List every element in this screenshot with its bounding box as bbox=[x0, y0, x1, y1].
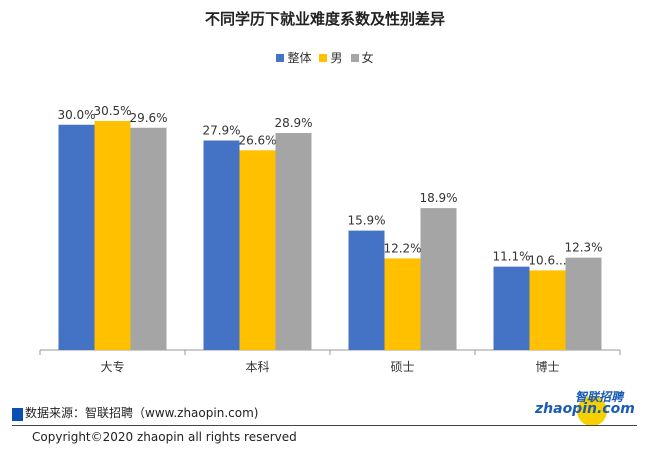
bar bbox=[529, 270, 566, 350]
logo-en: zhaopin.com bbox=[535, 401, 635, 417]
legend-item: 整体 bbox=[276, 49, 311, 66]
legend-item: 男 bbox=[319, 49, 343, 66]
bar bbox=[94, 121, 131, 350]
data-label: 28.9% bbox=[274, 116, 312, 130]
source-marker-icon bbox=[12, 408, 23, 421]
chart-title: 不同学历下就业难度系数及性别差异 bbox=[204, 10, 445, 28]
data-label: 27.9% bbox=[202, 124, 240, 138]
bar bbox=[493, 266, 530, 350]
legend-label: 女 bbox=[361, 51, 374, 65]
divider bbox=[12, 425, 637, 426]
legend-label: 男 bbox=[330, 51, 343, 65]
logo-cn: 智联招聘 bbox=[575, 390, 624, 404]
x-tick-label: 硕士 bbox=[390, 360, 414, 374]
legend: 整体 男 女 bbox=[0, 49, 650, 66]
bar bbox=[384, 258, 421, 350]
legend-label: 整体 bbox=[287, 51, 312, 65]
zhaopin-logo: 智联招聘 zhaopin.com bbox=[535, 388, 635, 428]
bar bbox=[203, 140, 240, 350]
data-label: 12.2% bbox=[383, 241, 421, 255]
data-label: 30.5% bbox=[93, 104, 131, 118]
bar bbox=[420, 208, 457, 350]
legend-swatch bbox=[350, 53, 359, 62]
data-label: 26.6% bbox=[238, 133, 276, 147]
data-label: 18.9% bbox=[419, 191, 457, 205]
logo-circle-icon bbox=[577, 396, 607, 426]
legend-swatch bbox=[276, 53, 285, 62]
bar bbox=[565, 257, 602, 350]
data-label: 15.9% bbox=[347, 214, 385, 228]
bar bbox=[275, 133, 312, 350]
x-tick-label: 本科 bbox=[245, 360, 269, 374]
bar bbox=[348, 230, 385, 350]
data-label: 30.0% bbox=[57, 108, 95, 122]
source-note: 数据来源：智联招聘（www.zhaopin.com) bbox=[12, 404, 258, 421]
copyright: Copyright©2020 zhaopin all rights reserv… bbox=[32, 430, 297, 444]
data-label: 29.6% bbox=[129, 111, 167, 125]
bar bbox=[239, 150, 276, 350]
data-label: 10.6... bbox=[528, 253, 566, 267]
data-label: 11.1% bbox=[492, 250, 530, 264]
legend-swatch bbox=[319, 53, 328, 62]
legend-item: 女 bbox=[350, 49, 374, 66]
data-label: 12.3% bbox=[564, 241, 602, 255]
source-text: 数据来源：智联招聘（www.zhaopin.com) bbox=[25, 406, 259, 420]
bar bbox=[58, 124, 95, 351]
bar bbox=[130, 127, 167, 350]
x-tick-label: 博士 bbox=[535, 359, 559, 374]
x-tick-label: 大专 bbox=[100, 359, 124, 374]
